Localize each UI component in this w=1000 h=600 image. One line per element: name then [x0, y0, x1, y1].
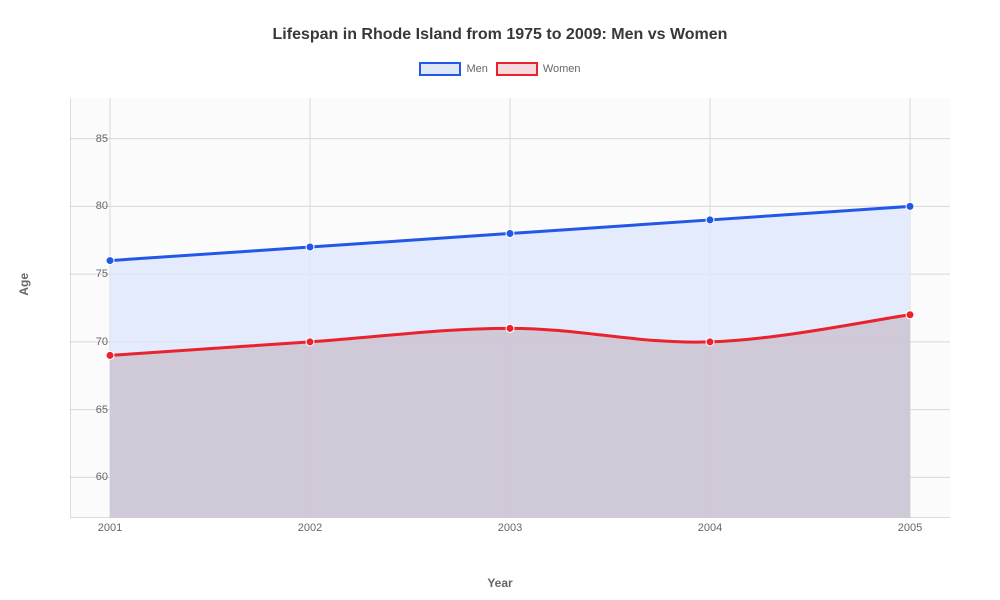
x-tick-label: 2003 [498, 522, 522, 534]
chart-container: Lifespan in Rhode Island from 1975 to 20… [0, 0, 1000, 600]
x-tick-label: 2005 [898, 522, 922, 534]
legend-item-women[interactable]: Women [496, 62, 581, 76]
legend-label-women: Women [543, 63, 581, 75]
y-tick-label: 65 [96, 404, 108, 416]
y-tick-label: 80 [96, 200, 108, 212]
plot-area [70, 98, 950, 518]
y-axis-label: Age [17, 273, 31, 296]
y-tick-label: 60 [96, 471, 108, 483]
y-tick-label: 75 [96, 268, 108, 280]
x-tick-label: 2004 [698, 522, 722, 534]
legend-label-men: Men [466, 63, 487, 75]
chart-svg [70, 98, 950, 518]
x-axis-label: Year [487, 576, 512, 590]
legend-item-men[interactable]: Men [419, 62, 487, 76]
legend: Men Women [0, 62, 1000, 76]
y-tick-label: 70 [96, 336, 108, 348]
y-tick-label: 85 [96, 133, 108, 145]
legend-swatch-men [419, 62, 461, 76]
chart-title: Lifespan in Rhode Island from 1975 to 20… [0, 0, 1000, 44]
legend-swatch-women [496, 62, 538, 76]
x-tick-label: 2001 [98, 522, 122, 534]
x-tick-label: 2002 [298, 522, 322, 534]
